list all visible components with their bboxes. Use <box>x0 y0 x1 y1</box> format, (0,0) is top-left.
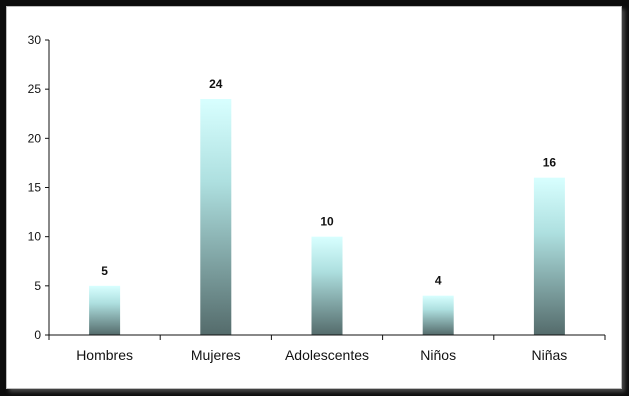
bar-value-label: 4 <box>435 274 442 288</box>
bar-value-label: 5 <box>101 264 108 278</box>
bar-value-label: 16 <box>543 156 557 170</box>
x-category-label: Niños <box>420 347 456 363</box>
y-tick-label: 15 <box>28 181 42 195</box>
y-tick-label: 20 <box>28 131 42 145</box>
y-tick-label: 10 <box>28 230 42 244</box>
y-tick-label: 0 <box>34 328 41 342</box>
plot-panel: 0 5 10 15 20 25 30 Hombres Mujeres Adolescentes Ni… <box>6 6 622 389</box>
axes-group <box>45 39 606 340</box>
x-category-label: Hombres <box>76 347 133 363</box>
bar-niñas <box>533 177 565 335</box>
bars-group <box>89 99 565 335</box>
x-category-label: Niñas <box>532 347 568 363</box>
x-category-label: Adolescentes <box>285 347 369 363</box>
bar-hombres <box>89 285 121 335</box>
bar-niños <box>422 295 454 335</box>
y-tick-label: 5 <box>34 279 41 293</box>
y-tick-label: 25 <box>28 82 42 96</box>
x-category-label: Mujeres <box>191 347 241 363</box>
bar-chart: 0 5 10 15 20 25 30 Hombres Mujeres Adolescentes Ni… <box>28 33 606 363</box>
bar-adolescentes <box>311 236 343 335</box>
labels-group: 0 5 10 15 20 25 30 Hombres Mujeres Adolescentes Ni… <box>28 33 568 363</box>
bar-value-label: 10 <box>320 215 334 229</box>
y-tick-label: 30 <box>28 33 42 47</box>
bar-value-label: 24 <box>209 77 223 91</box>
bar-mujeres <box>200 99 232 335</box>
